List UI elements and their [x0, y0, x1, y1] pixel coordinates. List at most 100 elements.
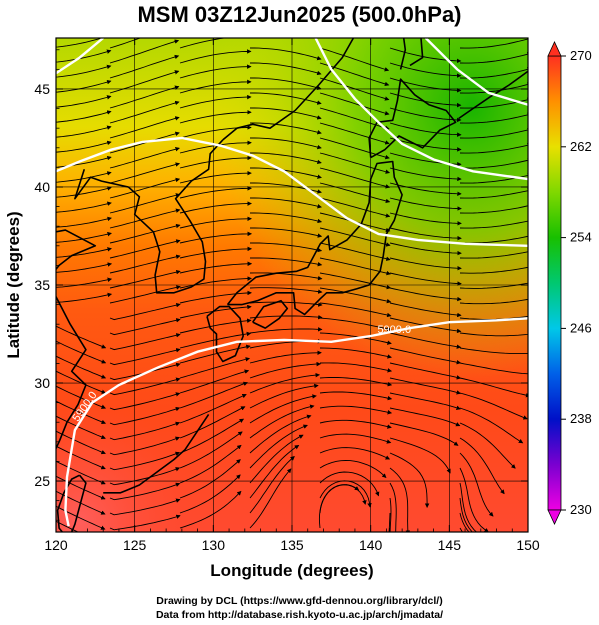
streamline-180 [389, 422, 459, 446]
streamline-106 [109, 254, 181, 274]
streamline-58 [179, 155, 252, 169]
streamline-33 [389, 107, 462, 123]
y-tick-label-45: 45 [34, 81, 50, 97]
x-tick-label-130: 130 [202, 537, 226, 553]
streamline-162 [109, 377, 181, 396]
colorbar-max-triangle [547, 41, 562, 57]
streamline-2 [179, 38, 252, 49]
streamline-166 [389, 392, 461, 410]
streamline-86 [179, 216, 252, 229]
streamline-146 [459, 347, 528, 356]
streamline-138 [389, 332, 462, 349]
colorbar-label-254: 254 [570, 230, 592, 245]
x-tick-label-150: 150 [516, 537, 540, 553]
streamline-173 [389, 407, 461, 427]
streamline-87 [250, 227, 323, 238]
contour-line-2 [56, 38, 104, 75]
streamline-83 [459, 203, 528, 214]
streamline-40 [389, 122, 462, 137]
streamline-43 [109, 116, 180, 139]
streamline-25 [319, 92, 390, 116]
streamline-126 [56, 325, 107, 349]
streamline-191 [179, 418, 245, 454]
streamline-142 [179, 331, 252, 349]
streamline-60 [319, 167, 391, 189]
streamline-91 [56, 231, 112, 243]
streamline-93 [179, 231, 253, 244]
streamline-11 [319, 62, 390, 87]
streamline-13 [459, 52, 528, 64]
streamline-171 [249, 383, 319, 409]
streamline-23 [179, 79, 252, 94]
streamline-207 [319, 471, 380, 497]
contour-line-4 [424, 38, 528, 106]
contour-line-1 [56, 136, 528, 247]
streamline-59 [250, 167, 322, 179]
coastline-hokkaido [368, 78, 457, 159]
streamline-72 [179, 186, 252, 199]
coastline-sakhalin-east [409, 38, 424, 67]
streamline-130 [319, 317, 392, 332]
contour-line-0 [64, 317, 528, 527]
y-tick-label-25: 25 [34, 473, 50, 489]
streamline-140 [56, 355, 107, 379]
x-tick-label-140: 140 [359, 537, 383, 553]
streamline-169 [109, 392, 181, 411]
streamline-141 [109, 333, 181, 351]
streamline-56 [56, 155, 112, 168]
streamline-228 [318, 484, 360, 529]
streamline-114 [179, 276, 252, 289]
coastline-shandong [56, 229, 97, 451]
streamline-210 [56, 505, 106, 530]
streamline-38 [250, 122, 322, 135]
streamline-121 [179, 290, 252, 304]
coastline-ryukyu-islands [103, 413, 210, 494]
streamline-182 [56, 445, 106, 470]
streamline-209 [459, 482, 478, 532]
streamline-212 [179, 459, 241, 499]
streamline-6 [459, 38, 528, 49]
streamline-64 [109, 162, 181, 184]
streamline-37 [179, 110, 252, 124]
streamline-77 [56, 201, 112, 213]
streamline-78 [109, 193, 181, 214]
streamline-137 [319, 332, 392, 345]
streamline-197 [109, 451, 181, 471]
streamline-148 [109, 348, 181, 366]
coastline-korea-peninsula [127, 139, 224, 294]
streamline-104 [459, 249, 528, 259]
streamline-176 [109, 406, 181, 426]
streamline-192 [249, 414, 312, 454]
streamline-16 [179, 64, 252, 79]
streamline-185 [249, 404, 315, 439]
streamline-203 [56, 490, 106, 515]
streamline-129 [249, 314, 323, 320]
streamline-95 [319, 242, 391, 261]
streamline-49 [56, 140, 112, 153]
x-axis-title: Longitude (degrees) [210, 561, 373, 580]
streamline-107 [179, 261, 253, 274]
streamline-50 [109, 131, 180, 154]
streamline-22 [109, 70, 180, 94]
streamline-30 [179, 94, 252, 109]
coastlines [56, 38, 528, 532]
streamline-79 [179, 201, 252, 214]
streamline-204 [109, 467, 181, 486]
streamline-219 [179, 474, 241, 514]
colorbar-label-246: 246 [570, 320, 592, 335]
streamline-112 [56, 277, 113, 288]
colorbar-label-230: 230 [570, 502, 592, 517]
x-tick-label-135: 135 [280, 537, 304, 553]
coastline-sakhalin [399, 38, 407, 70]
streamline-27 [459, 82, 528, 94]
streamline-20 [459, 67, 528, 79]
streamline-9 [179, 49, 252, 64]
streamline-172 [319, 405, 393, 415]
y-axis-title: Latitude (degrees) [4, 211, 23, 358]
streamline-159 [389, 377, 462, 395]
streamline-211 [109, 482, 181, 501]
coastline-russia-coast [222, 38, 355, 141]
streamline-147 [56, 370, 107, 394]
streamline-28 [56, 95, 112, 108]
